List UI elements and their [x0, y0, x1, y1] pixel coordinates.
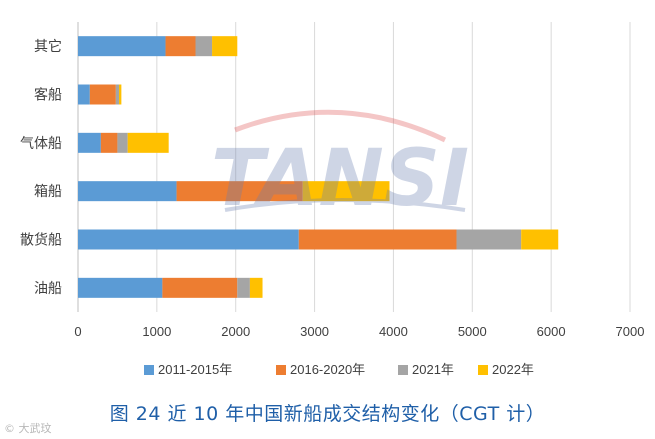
- category-label: 散货船: [20, 232, 62, 249]
- bar-segment: [521, 229, 559, 250]
- watermark-text: TANSI: [211, 134, 469, 224]
- bar-segment: [165, 36, 196, 57]
- legend-swatch: [398, 365, 408, 375]
- figure-caption: 图 24 近 10 年中国新船成交结构变化（CGT 计）: [109, 403, 546, 425]
- watermark-logo: TANSI: [211, 109, 469, 224]
- bar-segment: [456, 229, 522, 250]
- legend-label: 2016-2020年: [290, 362, 365, 377]
- x-tick-label: 1000: [142, 324, 171, 339]
- bar-segment: [302, 181, 390, 202]
- bars: [78, 36, 559, 298]
- corner-watermark: © 大武玟: [4, 422, 52, 435]
- bar-segment: [195, 36, 213, 57]
- legend-swatch: [144, 365, 154, 375]
- bar-segment: [212, 36, 238, 57]
- legend-label: 2022年: [492, 362, 534, 377]
- bar-segment: [176, 181, 303, 202]
- bar-segment: [78, 229, 299, 250]
- legend-swatch: [478, 365, 488, 375]
- category-label: 客船: [34, 87, 62, 104]
- x-tick-label: 3000: [300, 324, 329, 339]
- bar-segment: [78, 277, 163, 298]
- bar-segment: [249, 277, 263, 298]
- x-tick-label: 0: [74, 324, 81, 339]
- gridlines: [77, 22, 631, 312]
- bar-segment: [100, 132, 118, 153]
- category-label: 其它: [34, 38, 62, 55]
- bar-segment: [298, 229, 457, 250]
- bar-segment: [78, 36, 166, 57]
- bar-segment: [78, 84, 90, 105]
- x-tick-label: 6000: [537, 324, 566, 339]
- category-label: 箱船: [34, 184, 62, 200]
- category-label: 气体船: [20, 136, 62, 152]
- bar-segment: [237, 277, 250, 298]
- x-tick-label: 4000: [379, 324, 408, 339]
- x-tick-label: 7000: [616, 324, 645, 339]
- bar-segment: [78, 132, 101, 153]
- legend-label: 2011-2015年: [158, 362, 232, 377]
- legend-swatch: [276, 365, 286, 375]
- bar-segment: [119, 84, 122, 105]
- x-tick-label: 2000: [221, 324, 250, 339]
- bar-segment: [117, 132, 128, 153]
- bar-segment: [115, 84, 120, 105]
- bar-segment: [89, 84, 116, 105]
- category-label: 油船: [34, 281, 62, 297]
- legend: 2011-2015年 2016-2020年 2021年 2022年: [144, 362, 534, 377]
- corner-watermark-text: 大武玟: [18, 422, 52, 435]
- x-tick-label: 5000: [458, 324, 487, 339]
- x-tick-labels: 0 1000 2000 3000 4000 5000 6000 7000: [74, 324, 644, 339]
- bar-segment: [78, 181, 177, 202]
- bar-segment: [162, 277, 238, 298]
- bar-segment: [127, 132, 169, 153]
- legend-label: 2021年: [412, 362, 454, 377]
